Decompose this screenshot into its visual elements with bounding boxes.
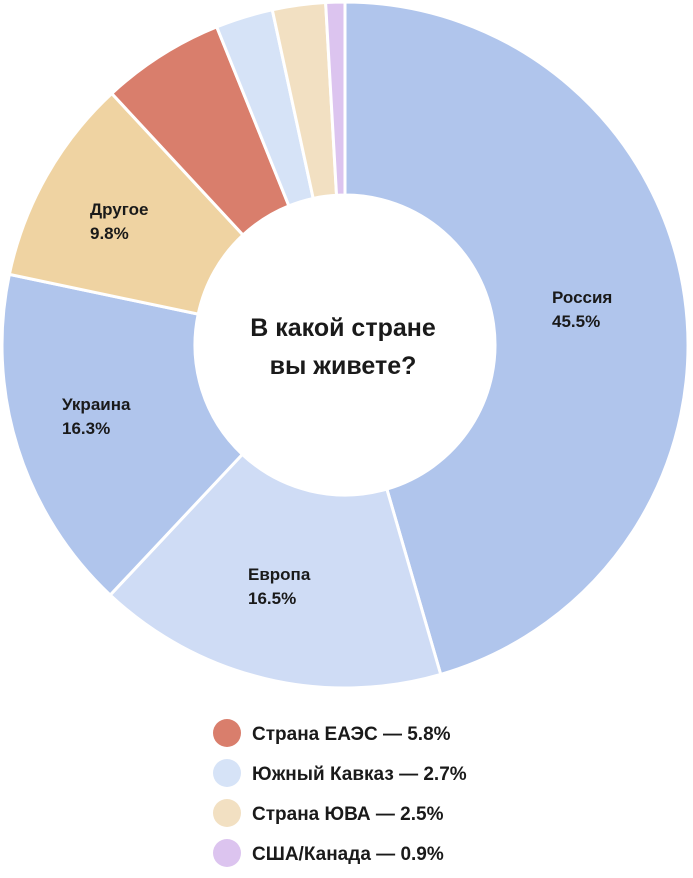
- slice-label-value: 9.8%: [90, 224, 129, 243]
- legend: Страна ЕАЭС — 5.8% Южный Кавказ — 2.7% Стр…: [213, 719, 467, 867]
- slice-label-name: Европа: [248, 565, 311, 584]
- donut-slices: [0, 0, 690, 690]
- legend-swatch: [213, 839, 241, 867]
- slice-label-value: 45.5%: [552, 312, 600, 331]
- legend-swatch: [213, 799, 241, 827]
- legend-label: Страна ЕАЭС — 5.8%: [252, 724, 451, 745]
- slice-label-value: 16.3%: [62, 419, 110, 438]
- legend-label: США/Канада — 0.9%: [252, 844, 444, 865]
- slice-украина: [0, 272, 245, 598]
- center-title-group: В какой стране вы живете?: [250, 314, 436, 380]
- slice-label-value: 16.5%: [248, 589, 296, 608]
- slice-labels: Россия 45.5% Европа 16.5% Украина 16.3% Другое…: [62, 200, 612, 608]
- slice-label-name: Россия: [552, 288, 612, 307]
- slice-россия: [343, 0, 690, 677]
- legend-swatch: [213, 719, 241, 747]
- chart-title-line-1: В какой стране: [250, 314, 436, 342]
- legend-swatch: [213, 759, 241, 787]
- slice-label-name: Другое: [90, 200, 148, 219]
- legend-label: Страна ЮВА — 2.5%: [252, 804, 444, 825]
- slice-label-name: Украина: [62, 395, 131, 414]
- legend-label: Южный Кавказ — 2.7%: [252, 764, 467, 785]
- slice-сша-канада: [324, 0, 347, 197]
- slice-европа: [108, 452, 443, 690]
- chart-title-line-2: вы живете?: [270, 352, 417, 380]
